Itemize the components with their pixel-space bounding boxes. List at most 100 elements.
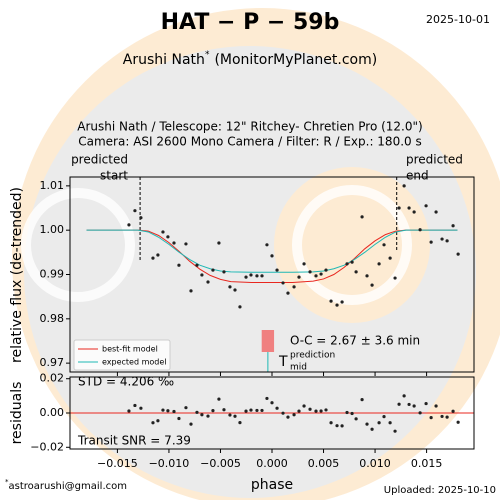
data-point <box>275 406 279 410</box>
data-point <box>286 291 290 295</box>
data-point <box>456 420 460 424</box>
data-point <box>265 396 269 401</box>
data-point <box>275 268 279 272</box>
data-point <box>354 417 358 421</box>
model-line <box>86 229 458 273</box>
data-point <box>393 276 397 280</box>
data-point <box>228 285 232 289</box>
data-point <box>161 230 165 234</box>
oc-label: O-C = 2.67 ± 3.6 min <box>290 334 420 348</box>
data-point <box>412 404 416 408</box>
legend-label: best-fit model <box>102 345 158 354</box>
data-point <box>297 409 301 413</box>
data-point <box>440 237 444 241</box>
data-point <box>324 268 328 272</box>
data-point <box>255 274 259 278</box>
data-point <box>286 415 290 419</box>
legend-label: expected model <box>102 358 167 367</box>
data-point <box>127 223 131 227</box>
data-point <box>211 268 215 272</box>
data-point <box>335 424 339 428</box>
data-point <box>340 300 344 304</box>
data-point <box>388 256 392 260</box>
data-point <box>177 416 181 421</box>
data-point <box>172 409 176 414</box>
data-point <box>156 419 160 423</box>
y-tick-label: 0.97 <box>40 356 65 369</box>
predicted-start-label: start <box>100 169 128 183</box>
data-point <box>319 409 323 413</box>
author-mark: * <box>205 50 210 60</box>
x-tick-label: 0.015 <box>411 457 443 470</box>
y-tick-label: 0.00 <box>40 406 65 419</box>
data-point <box>265 243 269 247</box>
data-point <box>440 414 444 419</box>
logo-e <box>21 188 135 302</box>
y-axis-label: residuals <box>9 382 25 445</box>
data-point <box>445 415 449 419</box>
data-point <box>184 406 188 410</box>
data-point <box>166 235 170 239</box>
footer-contact: *astroarushi@gmail.com <box>5 478 127 492</box>
data-point <box>184 242 188 246</box>
data-point <box>456 252 460 256</box>
data-point <box>255 408 259 413</box>
data-point <box>217 241 221 245</box>
data-point <box>302 262 306 266</box>
data-point <box>206 280 210 284</box>
data-point <box>377 262 381 266</box>
data-point <box>270 254 274 258</box>
data-point <box>350 260 354 264</box>
snr-label: Transit SNR = 7.39 <box>77 434 191 448</box>
contact: astroarushi@gmail.com <box>9 481 127 492</box>
data-point <box>388 421 392 425</box>
background-logo <box>12 8 500 500</box>
data-point <box>270 401 274 405</box>
y-tick-label: 0.02 <box>40 372 65 385</box>
data-point <box>127 409 131 413</box>
data-point <box>418 228 422 232</box>
data-point <box>429 240 433 244</box>
y-tick-label: 0.99 <box>40 268 65 281</box>
data-point <box>302 404 306 408</box>
predicted-end-label: predicted <box>406 153 463 167</box>
data-point <box>329 421 333 425</box>
data-point <box>151 256 155 260</box>
data-point <box>360 215 364 219</box>
data-point <box>360 398 364 402</box>
title: HAT − P − 59b <box>161 10 340 35</box>
x-tick-label: 0.010 <box>359 457 391 470</box>
data-point <box>177 263 181 267</box>
footer-mark: * <box>5 478 9 486</box>
data-point <box>244 409 248 413</box>
data-point <box>238 421 242 425</box>
data-point <box>195 410 199 414</box>
x-tick-label: −0.010 <box>149 457 190 470</box>
data-point <box>260 274 264 278</box>
data-point <box>402 184 406 188</box>
data-point <box>308 407 312 411</box>
data-point <box>429 416 433 420</box>
data-point <box>382 415 386 419</box>
data-point <box>222 408 226 412</box>
data-point <box>206 414 210 418</box>
data-point <box>335 303 339 307</box>
data-point <box>217 397 221 401</box>
plots: 0.97 0.98 0.99 1.00 1.01 best-fit model expect… <box>30 176 475 470</box>
data-point <box>238 305 242 309</box>
x-tick-label: 0.005 <box>308 457 340 470</box>
affiliation: (MonitorMyPlanet.com) <box>214 52 377 68</box>
subtitle: Arushi Nath / Telescope: 12" Ritchey- Ch… <box>77 120 422 134</box>
subtitle: Camera: ASI 2600 Mono Camera / Filter: R… <box>78 135 421 149</box>
data-point <box>445 239 449 243</box>
data-point <box>281 411 285 415</box>
data-point <box>407 402 411 407</box>
data-point <box>324 408 328 412</box>
prediction-mid-range <box>261 330 275 352</box>
data-point <box>211 409 215 413</box>
data-point <box>244 275 248 279</box>
data-point <box>345 410 349 415</box>
data-point <box>308 270 312 274</box>
x-axis-label: phase <box>251 477 293 493</box>
